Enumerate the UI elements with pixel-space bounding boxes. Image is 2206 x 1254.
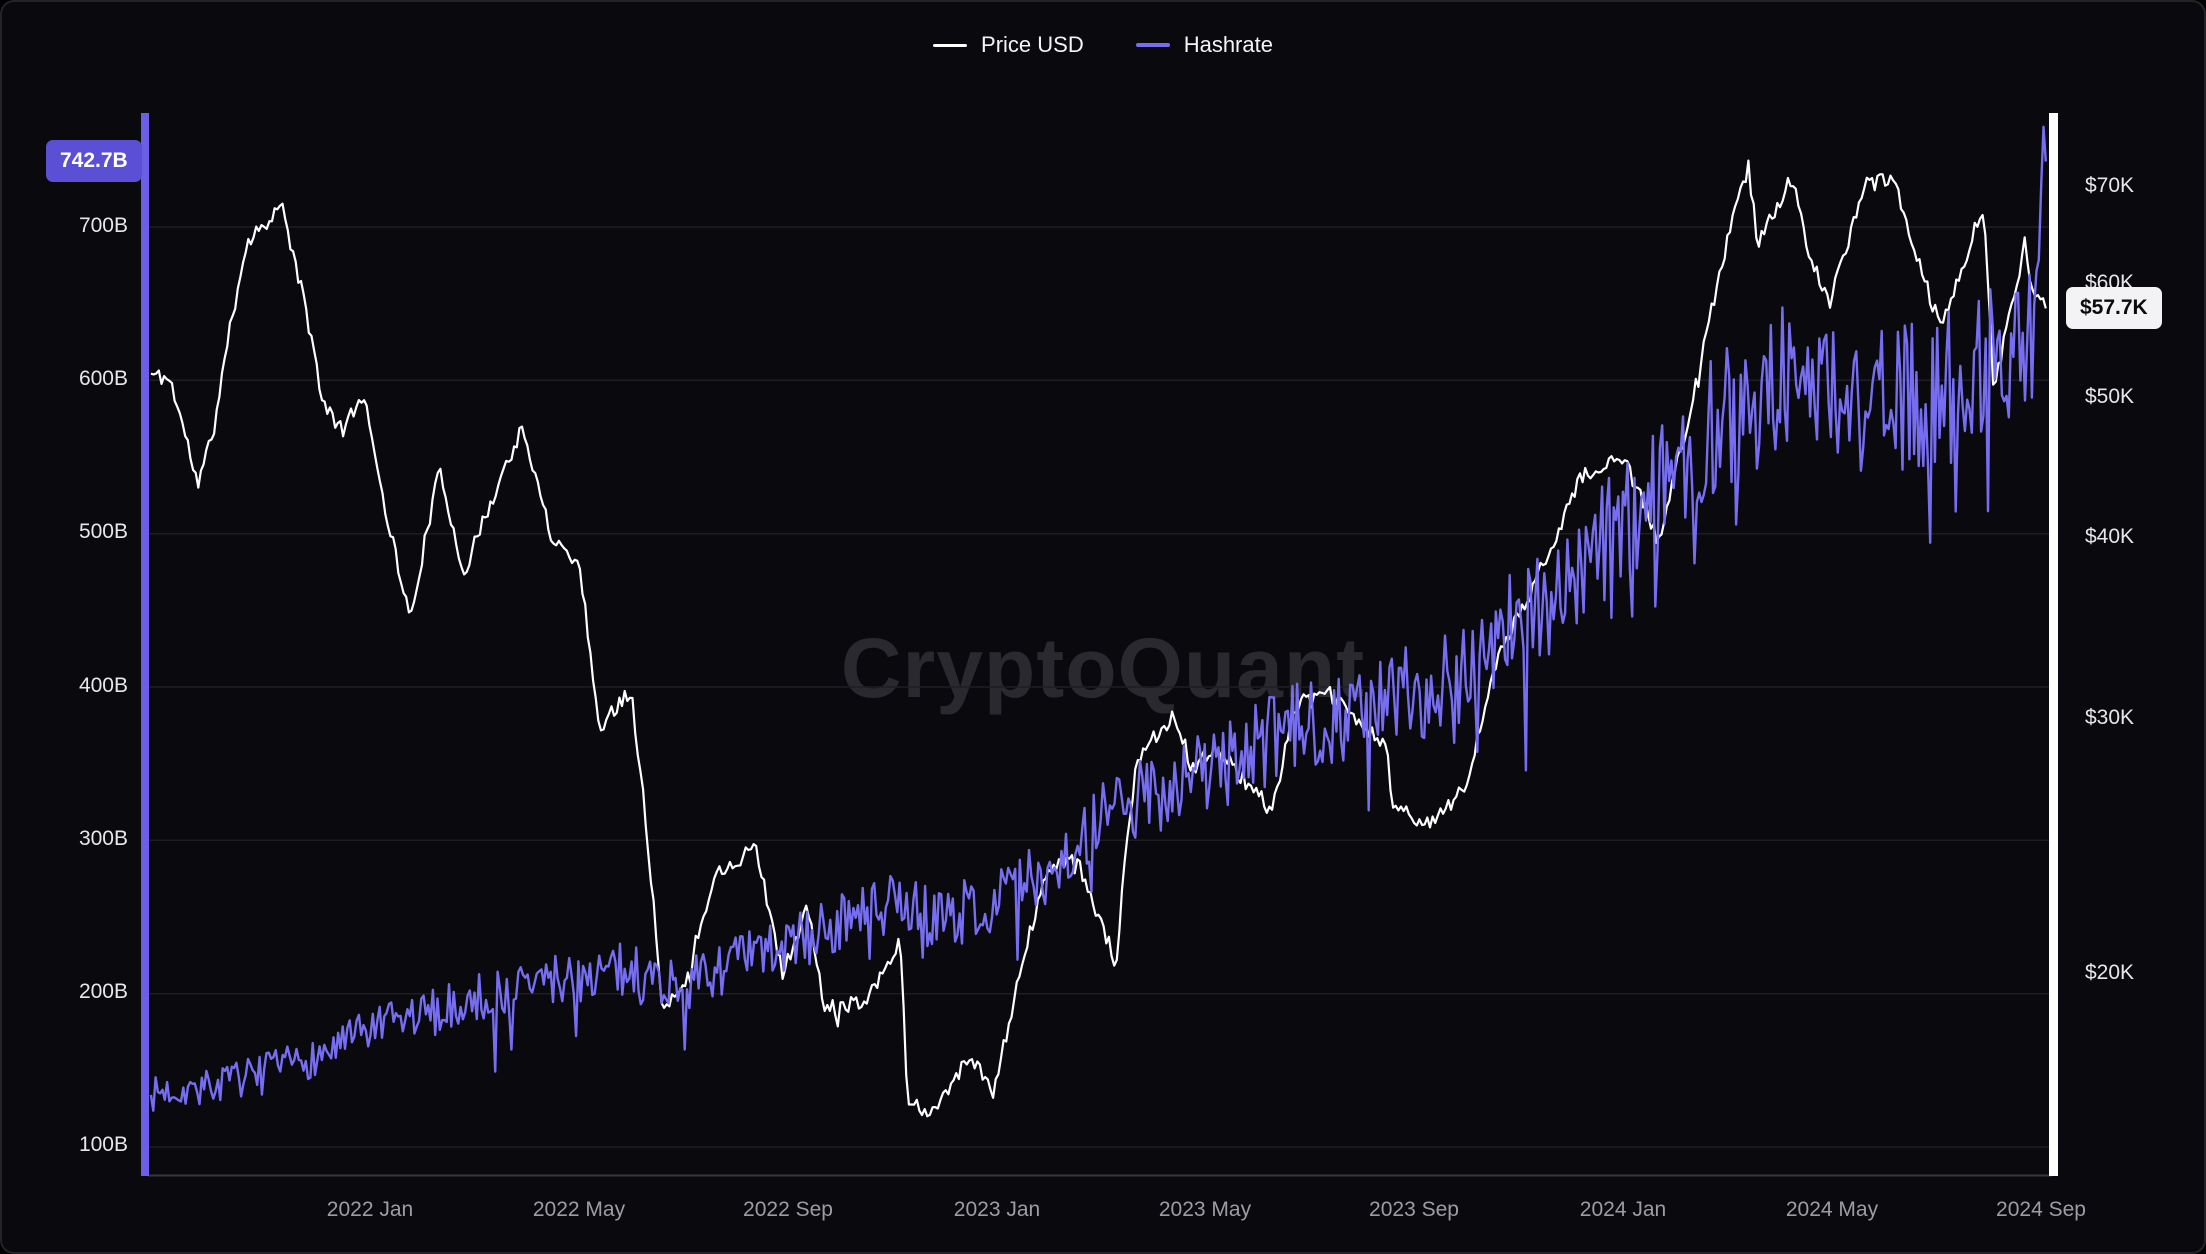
series-line-hashrate [149,125,2047,1112]
gridlines-layer [148,226,2050,1148]
x-tick-label: 2022 Jan [326,1198,414,1221]
series-layer [149,125,2047,1118]
right-tick-label: $20K [2085,961,2135,984]
x-tick-label: 2024 Sep [1996,1198,2086,1221]
right-tick-label: $70K [2085,174,2135,197]
hashrate-line-swatch-icon [1135,43,1170,47]
legend-item-hashrate[interactable]: Hashrate [1135,32,1273,58]
right-tick-label: $30K [2085,706,2135,729]
left-axis-accent-bar [141,113,149,1176]
x-tick-label: 2023 May [1158,1198,1252,1221]
x-tick-label: 2022 Sep [743,1198,833,1221]
right-axis-accent-bar [2049,113,2058,1176]
left-tick-label: 200B [78,980,128,1003]
watermark: CryptoQuant [840,621,1366,715]
left-tick-label: 400B [78,674,128,697]
left-tick-label: 100B [78,1133,128,1156]
x-tick-label: 2023 Jan [953,1198,1041,1221]
x-tick-label: 2023 Sep [1369,1198,1459,1221]
price-line-swatch-icon [933,43,968,47]
series-line-price-usd [150,159,2047,1118]
left-tick-label: 500B [78,520,128,543]
left-tick-label: 300B [78,827,128,850]
x-tick-label: 2024 May [1785,1198,1879,1221]
left-tick-label: 600B [78,367,128,390]
legend-label-hashrate: Hashrate [1183,32,1273,57]
left-tick-label: 700B [78,214,128,237]
legend-label-price-usd: Price USD [981,32,1084,57]
x-tick-label: 2024 Jan [1579,1198,1667,1221]
hashrate-current-badge: 742.7B [46,140,142,182]
legend-item-price-usd[interactable]: Price USD [933,32,1084,58]
price-current-badge: $57.7K [2066,287,2162,329]
x-tick-label: 2022 May [532,1198,626,1221]
right-tick-label: $40K [2085,525,2135,548]
right-tick-label: $50K [2085,385,2135,408]
legend: Price USD Hashrate [0,32,2206,58]
